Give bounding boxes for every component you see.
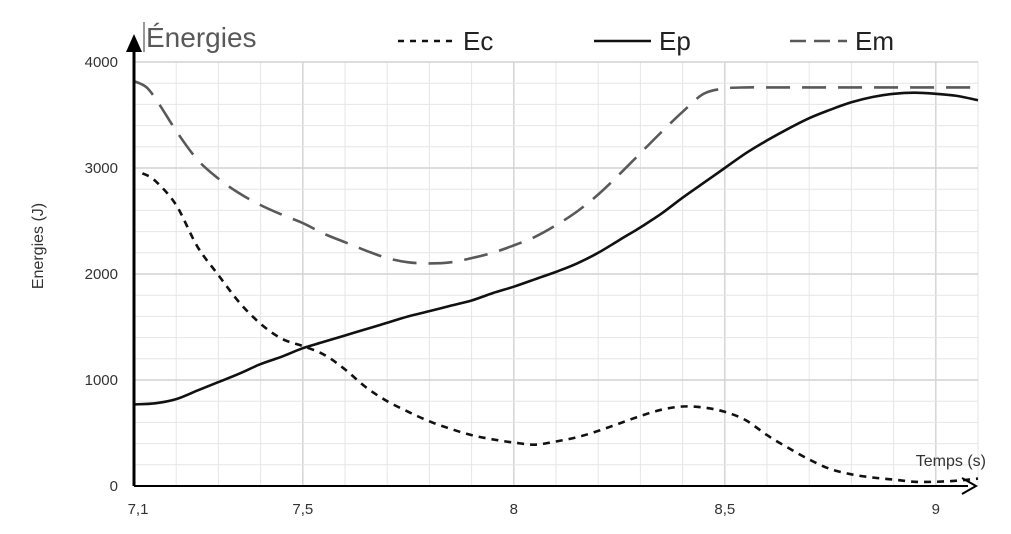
axes <box>126 34 979 495</box>
y-tick-label: 2000 <box>85 266 118 283</box>
y-tick-label: 0 <box>110 478 118 495</box>
x-tick-label: 7,1 <box>128 501 149 518</box>
y-tick-label: 1000 <box>85 372 118 389</box>
series-line-em <box>133 79 978 265</box>
chart-title: Énergies <box>146 22 257 53</box>
tick-labels: 0 1000 2000 3000 4000 7,1 7,5 8 8,5 9 <box>85 54 940 518</box>
y-tick-label: 4000 <box>85 54 118 71</box>
x-tick-label: 7,5 <box>292 501 313 518</box>
grid <box>134 61 979 486</box>
x-axis-arrow-icon <box>961 477 979 495</box>
series-line-ep <box>133 91 979 406</box>
y-tick-label: 3000 <box>85 160 118 177</box>
y-axis-arrow-icon <box>126 34 142 52</box>
x-tick-label: 9 <box>932 501 940 518</box>
series-lines <box>133 79 979 484</box>
legend: Ec Ep Em <box>398 26 894 56</box>
series-line-ec <box>141 172 979 484</box>
x-tick-label: 8,5 <box>714 501 735 518</box>
x-axis-title: Temps (s) <box>916 453 986 470</box>
legend-label-ep: Ep <box>659 26 691 56</box>
x-tick-label: 8 <box>510 501 518 518</box>
y-axis-title: Energies (J) <box>30 203 47 289</box>
legend-label-em: Em <box>855 26 894 56</box>
legend-label-ec: Ec <box>463 26 493 56</box>
